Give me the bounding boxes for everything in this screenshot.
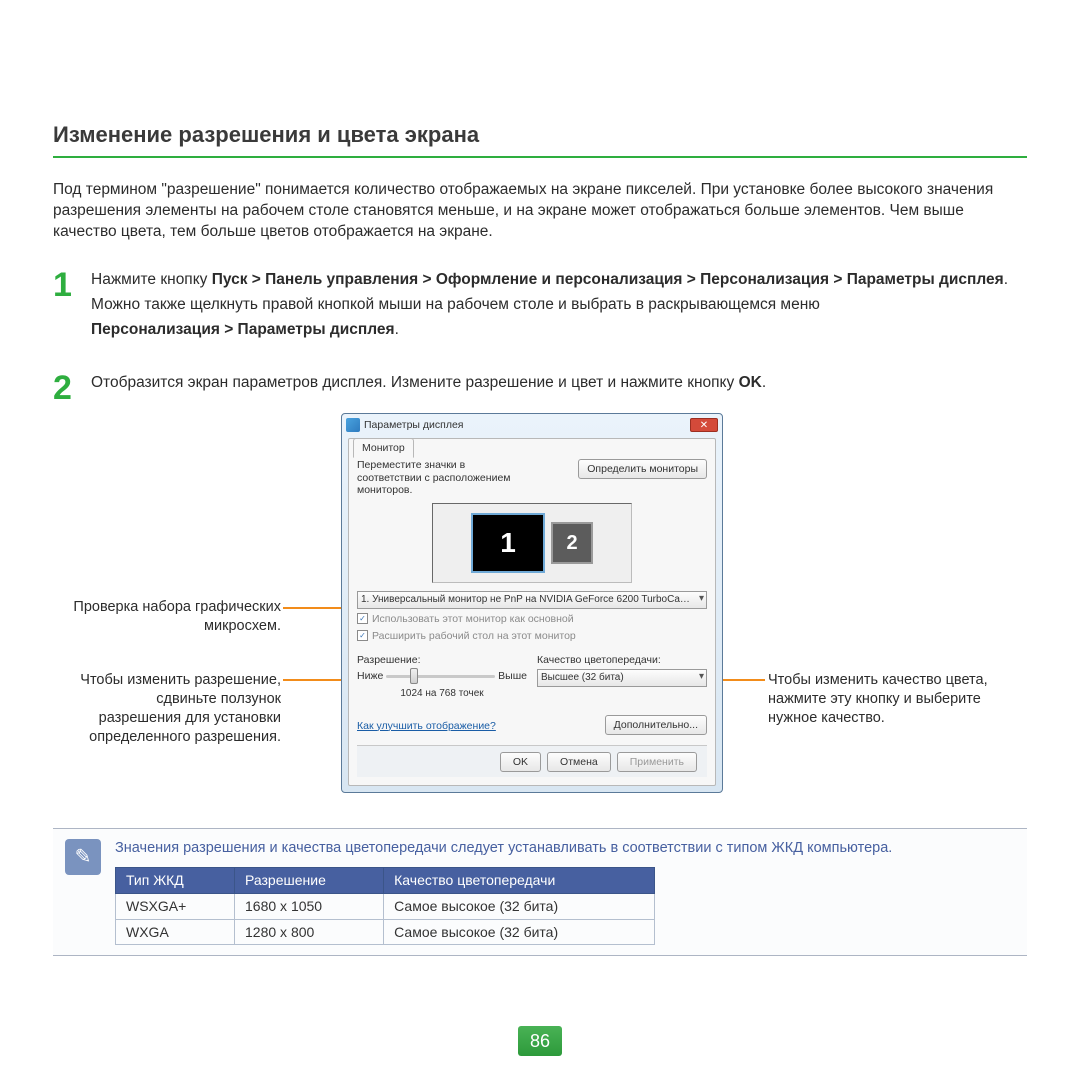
diagram: Проверка набора графических микросхем. Ч…	[53, 413, 1027, 808]
cell: 1280 x 800	[235, 919, 384, 945]
th-lcd-type: Тип ЖКД	[116, 867, 235, 893]
step1-alt-path: Персонализация > Параметры дисплея	[91, 321, 395, 338]
monitor-1[interactable]: 1	[471, 513, 545, 573]
step2-pre: Отобразится экран параметров дисплея. Из…	[91, 374, 739, 391]
dialog-body: Монитор Переместите значки в соответстви…	[348, 438, 716, 786]
table-row: WXGA 1280 x 800 Самое высокое (32 бита)	[116, 919, 655, 945]
checkbox-primary-label: Использовать этот монитор как основной	[372, 612, 574, 626]
th-color: Качество цветопередачи	[384, 867, 655, 893]
color-label: Качество цветопередачи:	[537, 653, 707, 667]
anno-chipset: Проверка набора графических микросхем.	[71, 598, 281, 636]
note-box: ✎ Значения разрешения и качества цветопе…	[53, 828, 1027, 956]
th-resolution: Разрешение	[235, 867, 384, 893]
step-number-1: 1	[53, 268, 91, 345]
step1-punct: .	[1004, 271, 1008, 288]
checkbox-extend-label: Расширить рабочий стол на этот монитор	[372, 629, 576, 643]
note-text: Значения разрешения и качества цветопере…	[115, 839, 1015, 859]
monitor-dropdown[interactable]: 1. Универсальный монитор не PnP на NVIDI…	[357, 591, 707, 609]
dialog-footer: OK Отмена Применить	[357, 745, 707, 777]
resolution-slider[interactable]	[386, 675, 495, 678]
cell: WXGA	[116, 919, 235, 945]
step-2: 2 Отобразится экран параметров дисплея. …	[53, 373, 1027, 405]
slider-thumb[interactable]	[410, 668, 418, 684]
cell: Самое высокое (32 бита)	[384, 893, 655, 919]
resolution-value: 1024 на 768 точек	[357, 687, 527, 701]
improve-display-link[interactable]: Как улучшить отображение?	[357, 719, 496, 733]
intro-text: Под термином "разрешение" понимается кол…	[53, 180, 1027, 243]
dialog-title: Параметры дисплея	[364, 418, 463, 432]
step-number-2: 2	[53, 371, 91, 405]
page-number: 86	[518, 1026, 562, 1056]
slider-high-label: Выше	[498, 669, 527, 683]
checkbox-extend[interactable]: ✓	[357, 630, 368, 641]
table-row: WSXGA+ 1680 x 1050 Самое высокое (32 бит…	[116, 893, 655, 919]
cell: 1680 x 1050	[235, 893, 384, 919]
detect-monitors-button[interactable]: Определить мониторы	[578, 459, 707, 479]
ok-button[interactable]: OK	[500, 752, 541, 772]
extend-checkbox-row[interactable]: ✓ Расширить рабочий стол на этот монитор	[357, 629, 707, 643]
cell: WSXGA+	[116, 893, 235, 919]
step1-pre: Нажмите кнопку	[91, 271, 212, 288]
display-settings-dialog: Параметры дисплея ✕ Монитор Переместите …	[341, 413, 723, 793]
monitor-instruction: Переместите значки в соответствии с расп…	[357, 459, 532, 497]
resolution-label: Разрешение:	[357, 653, 527, 667]
page-title: Изменение разрешения и цвета экрана	[53, 120, 1027, 158]
anno-resolution: Чтобы изменить разрешение, сдвиньте полз…	[71, 671, 281, 746]
dialog-icon	[346, 418, 360, 432]
color-dropdown[interactable]: Высшее (32 бита)	[537, 669, 707, 687]
apply-button[interactable]: Применить	[617, 752, 697, 772]
monitor-preview[interactable]: 1 2	[432, 503, 632, 583]
checkbox-primary[interactable]: ✓	[357, 613, 368, 624]
close-button[interactable]: ✕	[690, 418, 718, 432]
tab-monitor[interactable]: Монитор	[353, 438, 414, 458]
step1-alt-pre: Можно также щелкнуть правой кнопкой мыши…	[91, 296, 820, 313]
lcd-table: Тип ЖКД Разрешение Качество цветопередач…	[115, 867, 655, 946]
slider-low-label: Ниже	[357, 669, 383, 683]
step2-punct: .	[762, 374, 766, 391]
step-1: 1 Нажмите кнопку Пуск > Панель управлени…	[53, 270, 1027, 345]
dialog-titlebar: Параметры дисплея ✕	[342, 414, 722, 436]
step2-ok: OK	[739, 374, 762, 391]
anno-color: Чтобы изменить качество цвета, нажмите э…	[768, 671, 1018, 728]
monitor-2[interactable]: 2	[551, 522, 593, 564]
primary-checkbox-row[interactable]: ✓ Использовать этот монитор как основной	[357, 612, 707, 626]
step1-alt-punct: .	[395, 321, 399, 338]
advanced-button[interactable]: Дополнительно...	[605, 715, 707, 735]
pencil-icon: ✎	[65, 839, 101, 875]
cell: Самое высокое (32 бита)	[384, 919, 655, 945]
cancel-button[interactable]: Отмена	[547, 752, 611, 772]
step1-path: Пуск > Панель управления > Оформление и …	[212, 271, 1004, 288]
